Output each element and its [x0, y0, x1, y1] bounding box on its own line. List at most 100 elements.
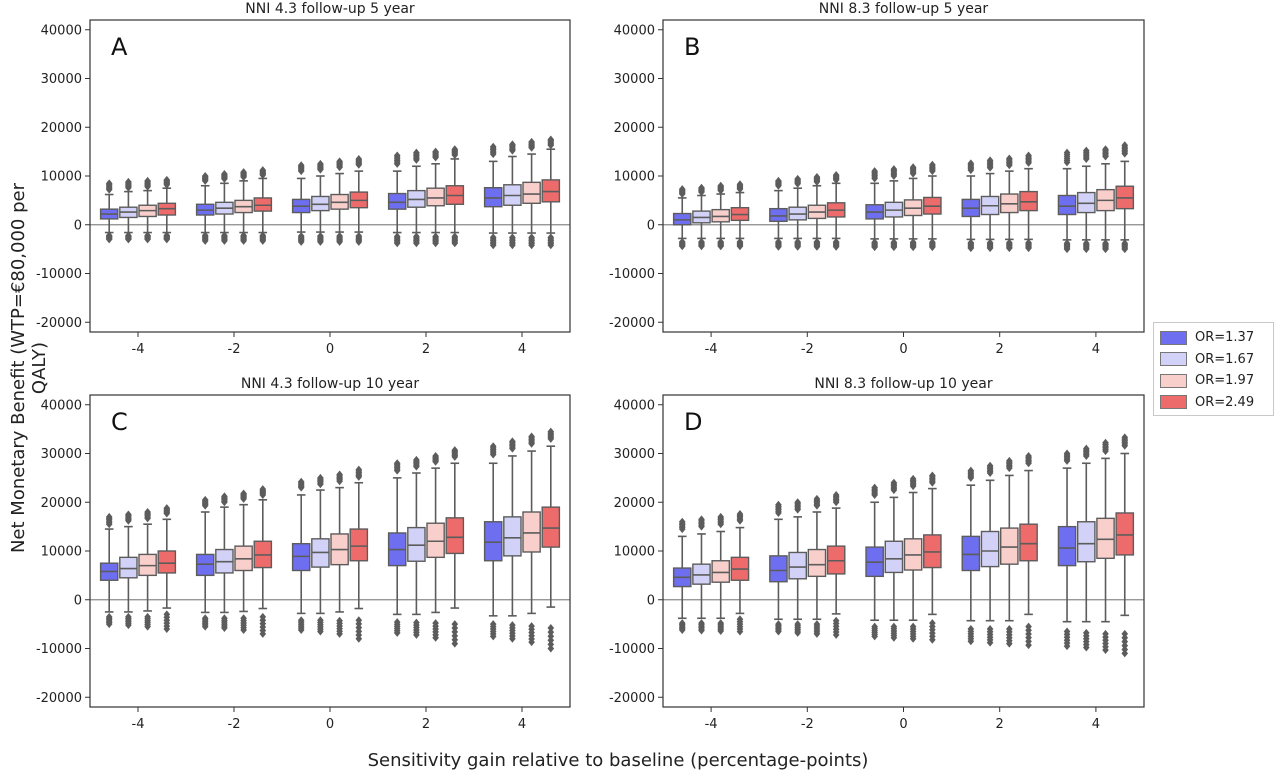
- outlier-marker: [221, 236, 228, 245]
- outlier-marker: [736, 627, 744, 636]
- outlier-marker: [221, 624, 228, 633]
- outlier-marker: [355, 237, 363, 246]
- y-tick-label: 20000: [41, 496, 82, 511]
- box-body: [1115, 512, 1135, 556]
- outlier-marker: [489, 241, 497, 250]
- x-tick-label: -2: [801, 717, 814, 732]
- outlier-marker: [871, 243, 878, 252]
- outlier-marker: [929, 160, 936, 169]
- panel-letter: C: [111, 408, 128, 436]
- outlier-marker: [317, 473, 324, 482]
- box-body: [1096, 517, 1115, 560]
- outlier-marker: [890, 165, 898, 174]
- outlier-marker: [317, 627, 324, 636]
- y-tick-label: -10000: [609, 642, 655, 657]
- x-tick-label: 2: [996, 717, 1004, 732]
- outlier-marker: [163, 625, 171, 633]
- y-tick-label: -20000: [609, 691, 655, 706]
- box-body: [1076, 521, 1096, 563]
- outlier-marker: [890, 243, 898, 252]
- legend-swatch: [1160, 330, 1187, 345]
- outlier-marker: [1121, 433, 1129, 442]
- chart-panel-b: -20000 -10000 0 10000 20000 30000 40000 -4 -2 0 2 4…: [609, 1, 1145, 357]
- outlier-marker: [1082, 245, 1090, 254]
- y-tick-label: 0: [74, 593, 82, 608]
- outlier-marker: [794, 242, 801, 251]
- outlier-marker: [909, 474, 917, 483]
- outlier-marker: [1102, 245, 1109, 254]
- box-body: [1057, 525, 1077, 567]
- outlier-marker: [489, 442, 497, 451]
- outlier-marker: [393, 628, 401, 637]
- outlier-marker: [678, 517, 686, 526]
- outlier-marker: [240, 236, 247, 245]
- outlier-marker: [547, 624, 555, 633]
- box-body: [119, 556, 138, 579]
- box-body: [483, 521, 503, 562]
- outlier-marker: [413, 455, 420, 464]
- outlier-marker: [105, 620, 113, 629]
- legend-label: OR=1.37: [1195, 330, 1255, 346]
- outlier-marker: [986, 244, 994, 253]
- outlier-marker: [736, 242, 744, 251]
- outlier-marker: [871, 167, 878, 176]
- outlier-marker: [813, 629, 821, 638]
- box-body: [711, 560, 731, 583]
- outlier-marker: [967, 159, 975, 168]
- outlier-marker: [775, 627, 782, 636]
- y-tick-label: 0: [647, 593, 655, 608]
- outlier-marker: [489, 632, 497, 641]
- outlier-marker: [201, 236, 209, 245]
- outlier-marker: [297, 477, 305, 486]
- outlier-marker: [717, 626, 725, 635]
- outlier-marker: [413, 148, 420, 157]
- y-tick-label: 40000: [41, 398, 82, 413]
- outlier-marker: [1063, 642, 1071, 651]
- outlier-marker: [317, 237, 324, 246]
- outlier-marker: [125, 235, 132, 244]
- outlier-marker: [240, 168, 247, 177]
- outlier-marker: [336, 237, 343, 246]
- outlier-marker: [163, 175, 171, 184]
- outlier-marker: [775, 500, 782, 509]
- outlier-marker: [1121, 649, 1129, 658]
- box-body: [1000, 527, 1019, 565]
- outlier-marker: [221, 492, 228, 501]
- panel-letter: A: [111, 33, 128, 61]
- y-tick-label: 10000: [41, 170, 82, 185]
- box-body: [807, 548, 827, 578]
- outlier-marker: [355, 465, 363, 474]
- outlier-marker: [871, 483, 878, 492]
- outlier-marker: [832, 630, 840, 639]
- outlier-marker: [832, 171, 840, 180]
- outlier-marker: [125, 177, 132, 186]
- y-tick-label: -20000: [36, 316, 82, 331]
- outlier-marker: [1082, 643, 1090, 652]
- outlier-marker: [678, 242, 686, 251]
- outlier-marker: [451, 639, 459, 648]
- outlier-marker: [413, 630, 420, 639]
- box-body: [445, 517, 465, 555]
- outlier-marker: [336, 629, 343, 638]
- outlier-marker: [929, 635, 936, 644]
- outlier-marker: [144, 176, 151, 185]
- outlier-marker: [355, 154, 363, 163]
- chart-panel-a: -20000 -10000 0 10000 20000 30000 40000 -4 -2 0 2 4…: [36, 1, 571, 357]
- outlier-marker: [794, 498, 801, 507]
- outlier-marker: [698, 626, 705, 635]
- outlier-marker: [509, 140, 516, 149]
- outlier-marker: [736, 509, 744, 518]
- outlier-marker: [432, 633, 439, 642]
- outlier-marker: [1102, 145, 1109, 154]
- outlier-marker: [432, 147, 439, 156]
- outlier-marker: [393, 459, 401, 468]
- x-tick-label: 4: [1092, 342, 1100, 357]
- x-tick-label: 0: [326, 717, 334, 732]
- outlier-marker: [967, 466, 975, 475]
- outlier-marker: [1025, 151, 1032, 160]
- outlier-marker: [986, 156, 994, 165]
- outlier-marker: [832, 242, 840, 251]
- x-tick-label: 4: [518, 717, 526, 732]
- y-tick-label: 30000: [614, 447, 655, 462]
- outlier-marker: [547, 640, 555, 649]
